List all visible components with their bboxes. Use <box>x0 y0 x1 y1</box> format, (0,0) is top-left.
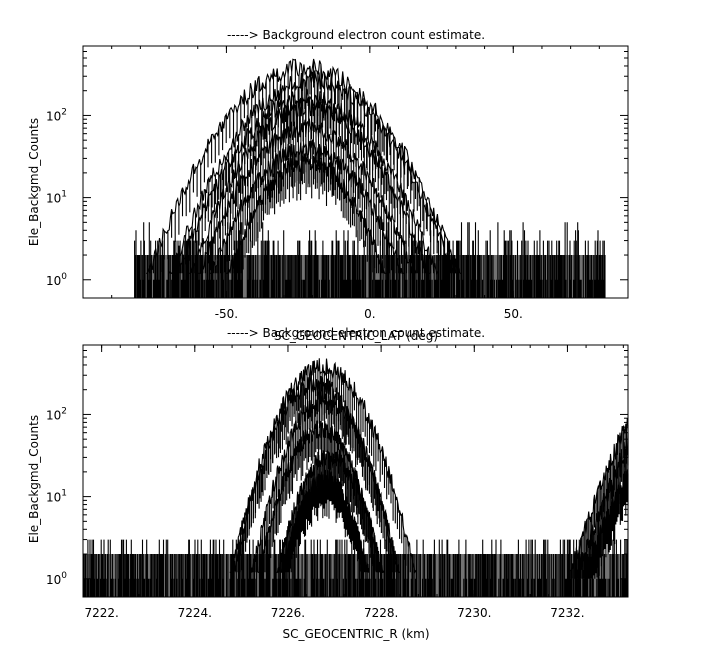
bottom-arc-series <box>229 358 417 575</box>
top-x-tick-label: 0. <box>364 307 375 321</box>
bottom-x-tick-label: 7232. <box>550 606 584 620</box>
top-arc-series <box>226 152 388 274</box>
bottom-arc-series <box>280 469 370 573</box>
bottom-x-axis-label: SC_GEOCENTRIC_R (km) <box>283 627 430 641</box>
top-panel: -----> Background electron count estimat… <box>27 28 629 343</box>
top-tick-labels: -50. 0. 50. 100 101 102 <box>46 107 523 321</box>
bottom-edge-arc-series <box>583 469 629 579</box>
bottom-y-tick-label: 101 <box>46 489 67 505</box>
bottom-y-tick-label: 100 <box>46 571 67 587</box>
top-y-axis-label: Ele_Backgmd_Counts <box>27 118 41 246</box>
bottom-data-marks <box>83 358 629 597</box>
top-arc-series <box>209 139 405 274</box>
bottom-x-tick-label: 7224. <box>178 606 212 620</box>
bottom-chart-title: -----> Background electron count estimat… <box>227 326 485 340</box>
bottom-panel: -----> Background electron count estimat… <box>27 326 629 641</box>
bottom-x-tick-label: 7230. <box>457 606 491 620</box>
top-y-tick-label: 102 <box>46 107 67 123</box>
bottom-plot-frame <box>82 344 629 598</box>
bottom-arc-series <box>250 390 400 573</box>
top-arc-series <box>197 118 417 274</box>
bottom-noise-band <box>83 554 628 597</box>
bottom-x-tick-label: 7228. <box>364 606 398 620</box>
bottom-arc-series <box>276 448 384 575</box>
top-axis-ticks <box>82 45 629 298</box>
top-x-axis-label: SC_GEOCENTRIC_LAT (deg) <box>274 329 438 343</box>
bottom-axis-ticks <box>82 344 628 597</box>
top-x-tick-label: -50. <box>215 307 238 321</box>
top-arc-series <box>189 96 431 274</box>
top-x-tick-label: 50. <box>504 307 523 321</box>
top-plot-frame <box>82 45 629 299</box>
top-y-tick-label: 101 <box>46 190 67 206</box>
top-data-marks <box>134 58 606 298</box>
bottom-x-tick-label: 7226. <box>271 606 305 620</box>
bottom-tick-labels: 7222. 7224. 7226. 7228. 7230. 7232. 100 101 102 <box>46 406 585 620</box>
bottom-y-axis-label: Ele_Backgmd_Counts <box>27 415 41 543</box>
top-arc-series <box>146 58 462 274</box>
bottom-arc-series <box>257 420 384 573</box>
top-y-tick-label: 100 <box>46 272 67 288</box>
bottom-y-tick-label: 102 <box>46 406 67 422</box>
top-chart-title: -----> Background electron count estimat… <box>227 28 485 42</box>
bottom-x-tick-label: 7222. <box>84 606 118 620</box>
